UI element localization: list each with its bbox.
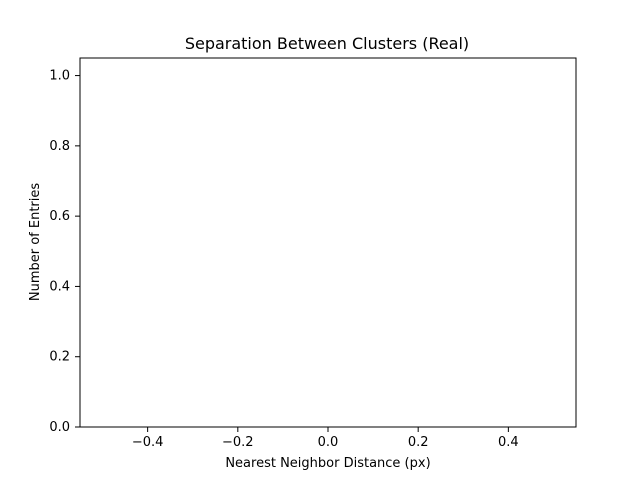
y-tick-label: 0.0	[49, 420, 70, 435]
x-tick-label: 0.0	[318, 435, 339, 450]
y-tick-label: 0.2	[49, 350, 70, 365]
x-tick-label: 0.2	[408, 435, 429, 450]
y-tick-label: 0.4	[49, 279, 70, 294]
x-axis-label: Nearest Neighbor Distance (px)	[225, 456, 430, 471]
plot-area-frame	[79, 57, 577, 428]
x-tick-label: −0.4	[132, 435, 164, 450]
y-tick-label: 1.0	[49, 69, 70, 84]
y-tick-label: 0.8	[49, 139, 70, 154]
chart-title: Separation Between Clusters (Real)	[185, 34, 469, 53]
y-axis-ticks: 0.0 0.2 0.4 0.6 0.8 1.0	[49, 69, 80, 435]
y-tick-label: 0.6	[49, 209, 70, 224]
x-tick-label: 0.4	[498, 435, 519, 450]
x-tick-label: −0.2	[222, 435, 254, 450]
y-axis-label: Number of Entries	[28, 183, 43, 302]
x-axis-ticks: −0.4 −0.2 0.0 0.2 0.4	[132, 427, 519, 450]
